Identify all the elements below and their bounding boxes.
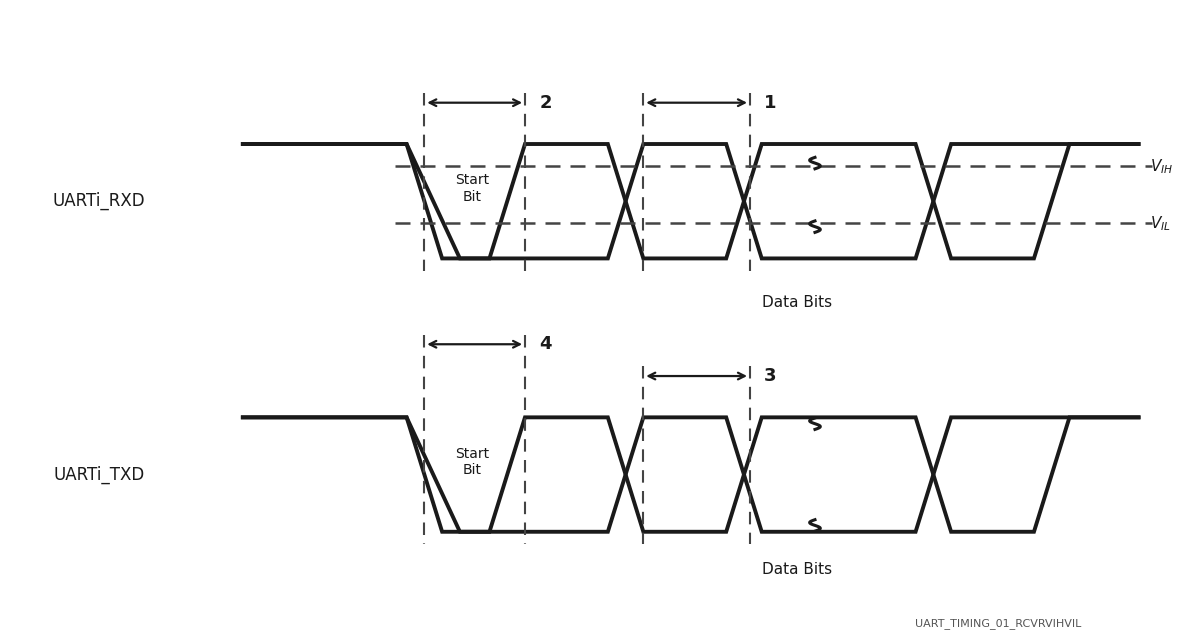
Text: UART_TIMING_01_RCVRVIHVIL: UART_TIMING_01_RCVRVIHVIL <box>915 618 1081 629</box>
Text: UARTi_TXD: UARTi_TXD <box>54 466 144 484</box>
Text: $V_{IH}$: $V_{IH}$ <box>1150 157 1173 176</box>
Text: 2: 2 <box>539 93 552 111</box>
Text: 3: 3 <box>764 367 776 385</box>
Text: Start
Bit: Start Bit <box>454 173 489 204</box>
Text: Data Bits: Data Bits <box>762 562 832 578</box>
Text: Data Bits: Data Bits <box>762 296 832 310</box>
Text: 1: 1 <box>764 93 776 111</box>
Text: 4: 4 <box>539 336 552 354</box>
Text: $V_{IL}$: $V_{IL}$ <box>1150 214 1171 233</box>
Text: Start
Bit: Start Bit <box>454 447 489 477</box>
Text: UARTi_RXD: UARTi_RXD <box>52 192 145 211</box>
